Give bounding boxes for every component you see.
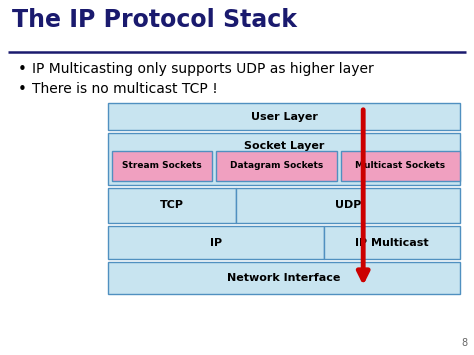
Text: 8: 8 (462, 338, 468, 348)
Text: Network Interface: Network Interface (228, 273, 341, 283)
Bar (108, 133, 460, 185)
Text: Socket Layer: Socket Layer (244, 141, 324, 151)
Bar (237, 188, 460, 223)
Text: Stream Sockets: Stream Sockets (122, 162, 202, 170)
Text: •: • (18, 82, 27, 97)
Text: TCP: TCP (160, 201, 184, 211)
Text: UDP: UDP (335, 201, 362, 211)
Text: Datagram Sockets: Datagram Sockets (230, 162, 323, 170)
Text: User Layer: User Layer (251, 111, 318, 121)
Bar (341, 151, 460, 181)
Text: IP: IP (210, 237, 222, 247)
Text: IP Multicasting only supports UDP as higher layer: IP Multicasting only supports UDP as hig… (32, 62, 374, 76)
Text: Multicast Sockets: Multicast Sockets (356, 162, 446, 170)
Text: •: • (18, 62, 27, 77)
Bar (108, 188, 237, 223)
Text: There is no multicast TCP !: There is no multicast TCP ! (32, 82, 218, 96)
Text: IP Multicast: IP Multicast (356, 237, 429, 247)
Bar (108, 226, 325, 259)
Text: The IP Protocol Stack: The IP Protocol Stack (12, 8, 297, 32)
Bar (108, 262, 460, 294)
Bar (112, 151, 212, 181)
Bar (108, 103, 460, 130)
Bar (216, 151, 337, 181)
Bar (325, 226, 460, 259)
